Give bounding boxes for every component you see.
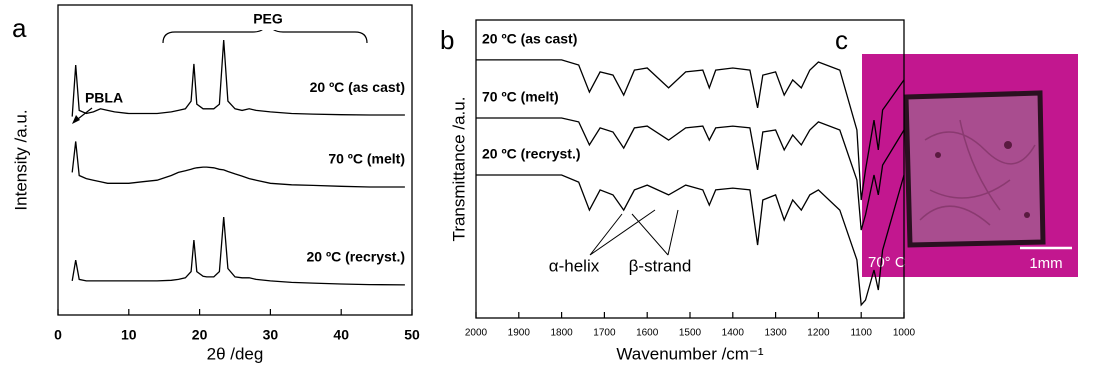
- x-tick-label: 0: [54, 327, 62, 343]
- annotation: β-strand: [629, 256, 692, 275]
- x-tick-label: 50: [404, 327, 420, 343]
- defect: [1004, 141, 1012, 149]
- y-axis-title: Intensity /a.u.: [11, 109, 30, 210]
- x-tick-label: 1000: [893, 328, 916, 339]
- crystal-square: [906, 93, 1043, 245]
- panel-label: a: [12, 13, 27, 43]
- series-label: 20 ºC (as cast): [482, 31, 577, 47]
- x-axis-title: Wavenumber /cm⁻¹: [616, 344, 764, 363]
- data-line: [476, 175, 904, 305]
- micrograph: 70° C 1mm: [862, 54, 1078, 277]
- annotation: PBLA: [85, 90, 123, 106]
- scale-bar-label: 1mm: [1029, 255, 1062, 272]
- annotation-arrowhead: [72, 115, 80, 124]
- series-label: 70 ºC (melt): [328, 151, 405, 167]
- x-tick-label: 1400: [722, 328, 745, 339]
- data-line: [476, 118, 904, 230]
- annotation-line: [590, 210, 678, 255]
- series-label: 70 ºC (melt): [482, 89, 559, 105]
- x-tick-label: 1600: [636, 328, 659, 339]
- x-tick-label: 40: [333, 327, 349, 343]
- x-tick-label: 1800: [550, 328, 573, 339]
- x-tick-label: 20: [192, 327, 208, 343]
- x-tick-label: 1900: [508, 328, 531, 339]
- defect: [935, 152, 941, 158]
- panel-label: b: [440, 25, 454, 55]
- series-label: 20 ºC (recryst.): [482, 146, 581, 162]
- temperature-label: 70° C: [868, 254, 906, 271]
- series-label: 20 ºC (as cast): [310, 79, 405, 95]
- y-axis-title: Transmittance /a.u.: [449, 97, 468, 242]
- x-tick-label: 1700: [593, 328, 616, 339]
- x-tick-label: 1300: [764, 328, 787, 339]
- x-tick-label: 1500: [679, 328, 702, 339]
- x-tick-label: 10: [121, 327, 137, 343]
- x-tick-label: 1100: [850, 328, 872, 339]
- series-label: 20 ºC (recryst.): [307, 249, 406, 265]
- annotation: PEG: [253, 11, 283, 27]
- x-axis-title: 2θ /deg: [207, 344, 264, 363]
- figure: 70° C 1mm c 0 10 20 30 40 50 2θ /deg Intensity …: [0, 0, 1094, 369]
- defect: [1024, 212, 1030, 218]
- panel-label: c: [835, 25, 848, 55]
- x-tick-label: 1200: [807, 328, 830, 339]
- x-tick-label: 2000: [465, 328, 488, 339]
- x-tick-label: 30: [263, 327, 279, 343]
- annotation: α-helix: [549, 256, 600, 275]
